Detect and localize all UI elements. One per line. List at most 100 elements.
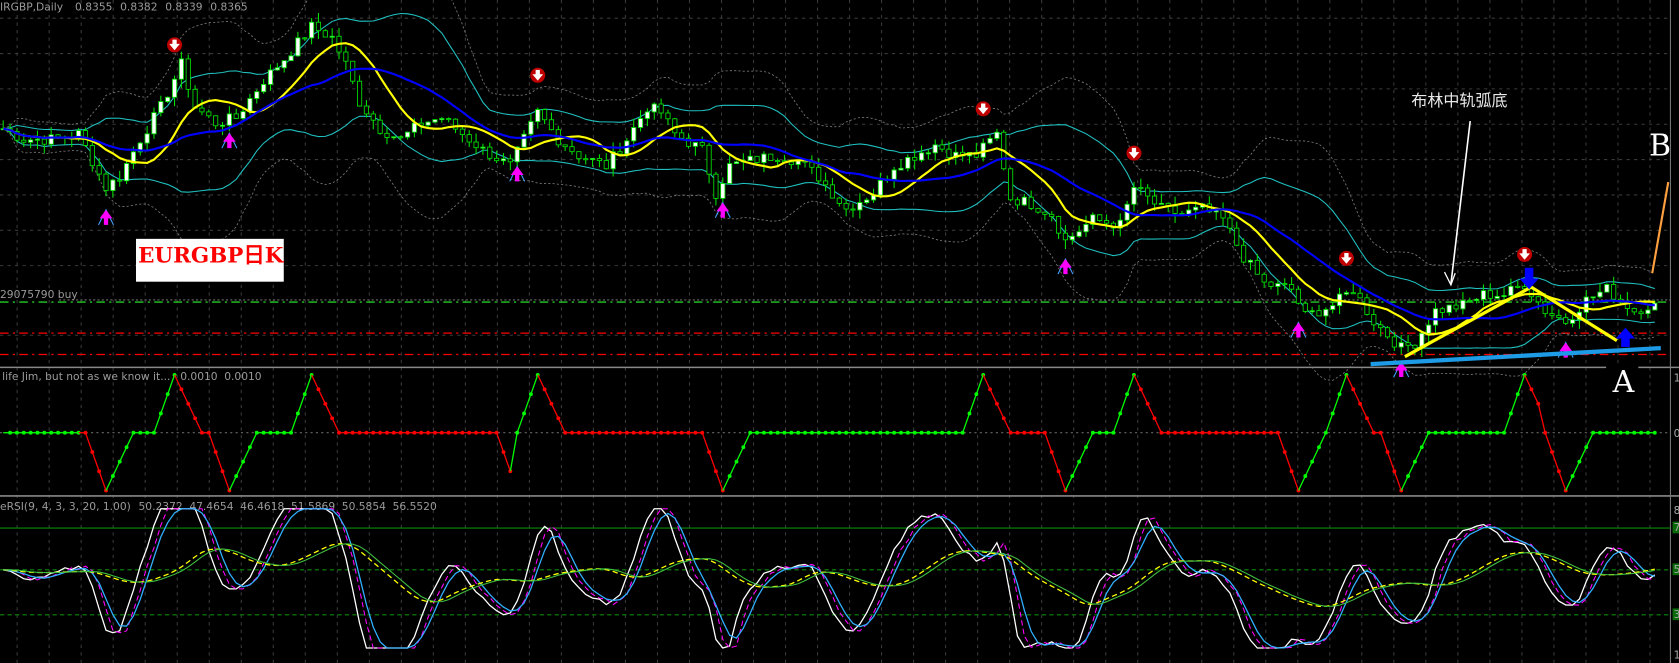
osc-point [1652, 430, 1657, 435]
osc-segment [1277, 432, 1286, 453]
osc-segment [989, 389, 998, 405]
candle-body [1172, 205, 1178, 214]
candle [288, 51, 294, 62]
candle-body [727, 163, 733, 184]
candle [1049, 211, 1055, 222]
candle-body [288, 55, 294, 62]
osc-segment [1352, 389, 1361, 405]
osc-point [1262, 430, 1267, 435]
candle-body [1227, 217, 1233, 229]
osc-segment [297, 393, 306, 414]
candle [768, 153, 774, 161]
candle [322, 29, 328, 38]
candle [953, 144, 959, 165]
candle-body [912, 156, 918, 161]
candle-body [1014, 199, 1021, 206]
candle [1138, 178, 1144, 195]
candle-body [679, 132, 685, 139]
candle-body [1042, 211, 1048, 215]
osc-segment [1359, 403, 1368, 419]
osc-point [1241, 430, 1246, 435]
candle-body [1241, 244, 1247, 263]
candle [864, 197, 870, 205]
candle-body [1611, 284, 1617, 300]
candle [432, 118, 438, 124]
candle [1261, 272, 1267, 289]
osc-point [1591, 430, 1596, 435]
osc-segment [105, 475, 114, 491]
candle-body [28, 139, 34, 143]
candle-body [1343, 292, 1349, 295]
candle [1145, 184, 1151, 205]
osc-axis-top: 1 [1674, 371, 1679, 384]
osc-point [1221, 430, 1225, 435]
candle-body [137, 142, 143, 153]
candle-body [1652, 302, 1658, 311]
candle [542, 108, 548, 125]
candle [1227, 213, 1233, 234]
candle [487, 142, 493, 161]
ohlc-high: 0.8382 [120, 1, 157, 14]
candle [1474, 297, 1480, 304]
candle-body [295, 37, 301, 57]
envelope-lower [2, 128, 1655, 381]
candle [713, 171, 719, 206]
candle [357, 75, 363, 107]
osc-point [1214, 430, 1219, 435]
candle-body [117, 179, 123, 182]
rsi-smooth-line [3, 508, 1656, 649]
candle [329, 28, 335, 47]
candle [877, 172, 883, 199]
osc-segment [1332, 393, 1341, 414]
osc-point [1440, 430, 1445, 435]
up-arrow-icon [510, 166, 524, 182]
osc-segment [1530, 389, 1539, 405]
order-label: 29075790 buy [0, 288, 78, 301]
osc-segment [975, 374, 984, 395]
up-arrow-icon [1059, 259, 1072, 275]
annotation-arrow-line [1450, 120, 1471, 284]
candle [1042, 211, 1048, 221]
candle [1295, 286, 1302, 305]
rsi-line [3, 508, 1656, 649]
osc-segment [722, 475, 731, 491]
candle [171, 75, 178, 107]
candle-body [987, 138, 993, 144]
support-trendline[interactable] [1370, 345, 1661, 367]
down-arrow-icon [532, 69, 544, 81]
candle-body [596, 158, 602, 161]
candle [1008, 167, 1014, 202]
candle-body [452, 118, 459, 130]
osc-segment [1421, 432, 1430, 448]
candle [281, 60, 287, 73]
candle-body [34, 138, 41, 141]
candle-body [877, 180, 883, 196]
candle [1268, 280, 1274, 290]
candle-body [309, 21, 315, 39]
candle [1426, 318, 1432, 343]
candle [1439, 306, 1445, 320]
osc-point [76, 430, 81, 435]
candle-body [1569, 319, 1576, 324]
osc-segment [1585, 432, 1594, 448]
candle [1172, 196, 1178, 223]
candle-body [473, 141, 479, 149]
candle-body [1535, 296, 1541, 303]
candle [1330, 302, 1336, 314]
rsi-slow-signal-line [3, 543, 1655, 607]
chart-label-box [135, 238, 284, 282]
candle-body [891, 169, 897, 180]
candle-body [1151, 195, 1158, 205]
candle-body [1268, 281, 1274, 287]
candle-body [548, 119, 555, 131]
osc-segment [701, 432, 710, 453]
candle [151, 107, 157, 139]
osc-segment [996, 403, 1005, 419]
candle-body [692, 142, 698, 147]
osc-segment [1517, 374, 1526, 395]
candle-body [315, 21, 322, 32]
osc-segment [221, 471, 230, 491]
osc-segment [1578, 446, 1587, 462]
osc-segment [708, 451, 717, 472]
